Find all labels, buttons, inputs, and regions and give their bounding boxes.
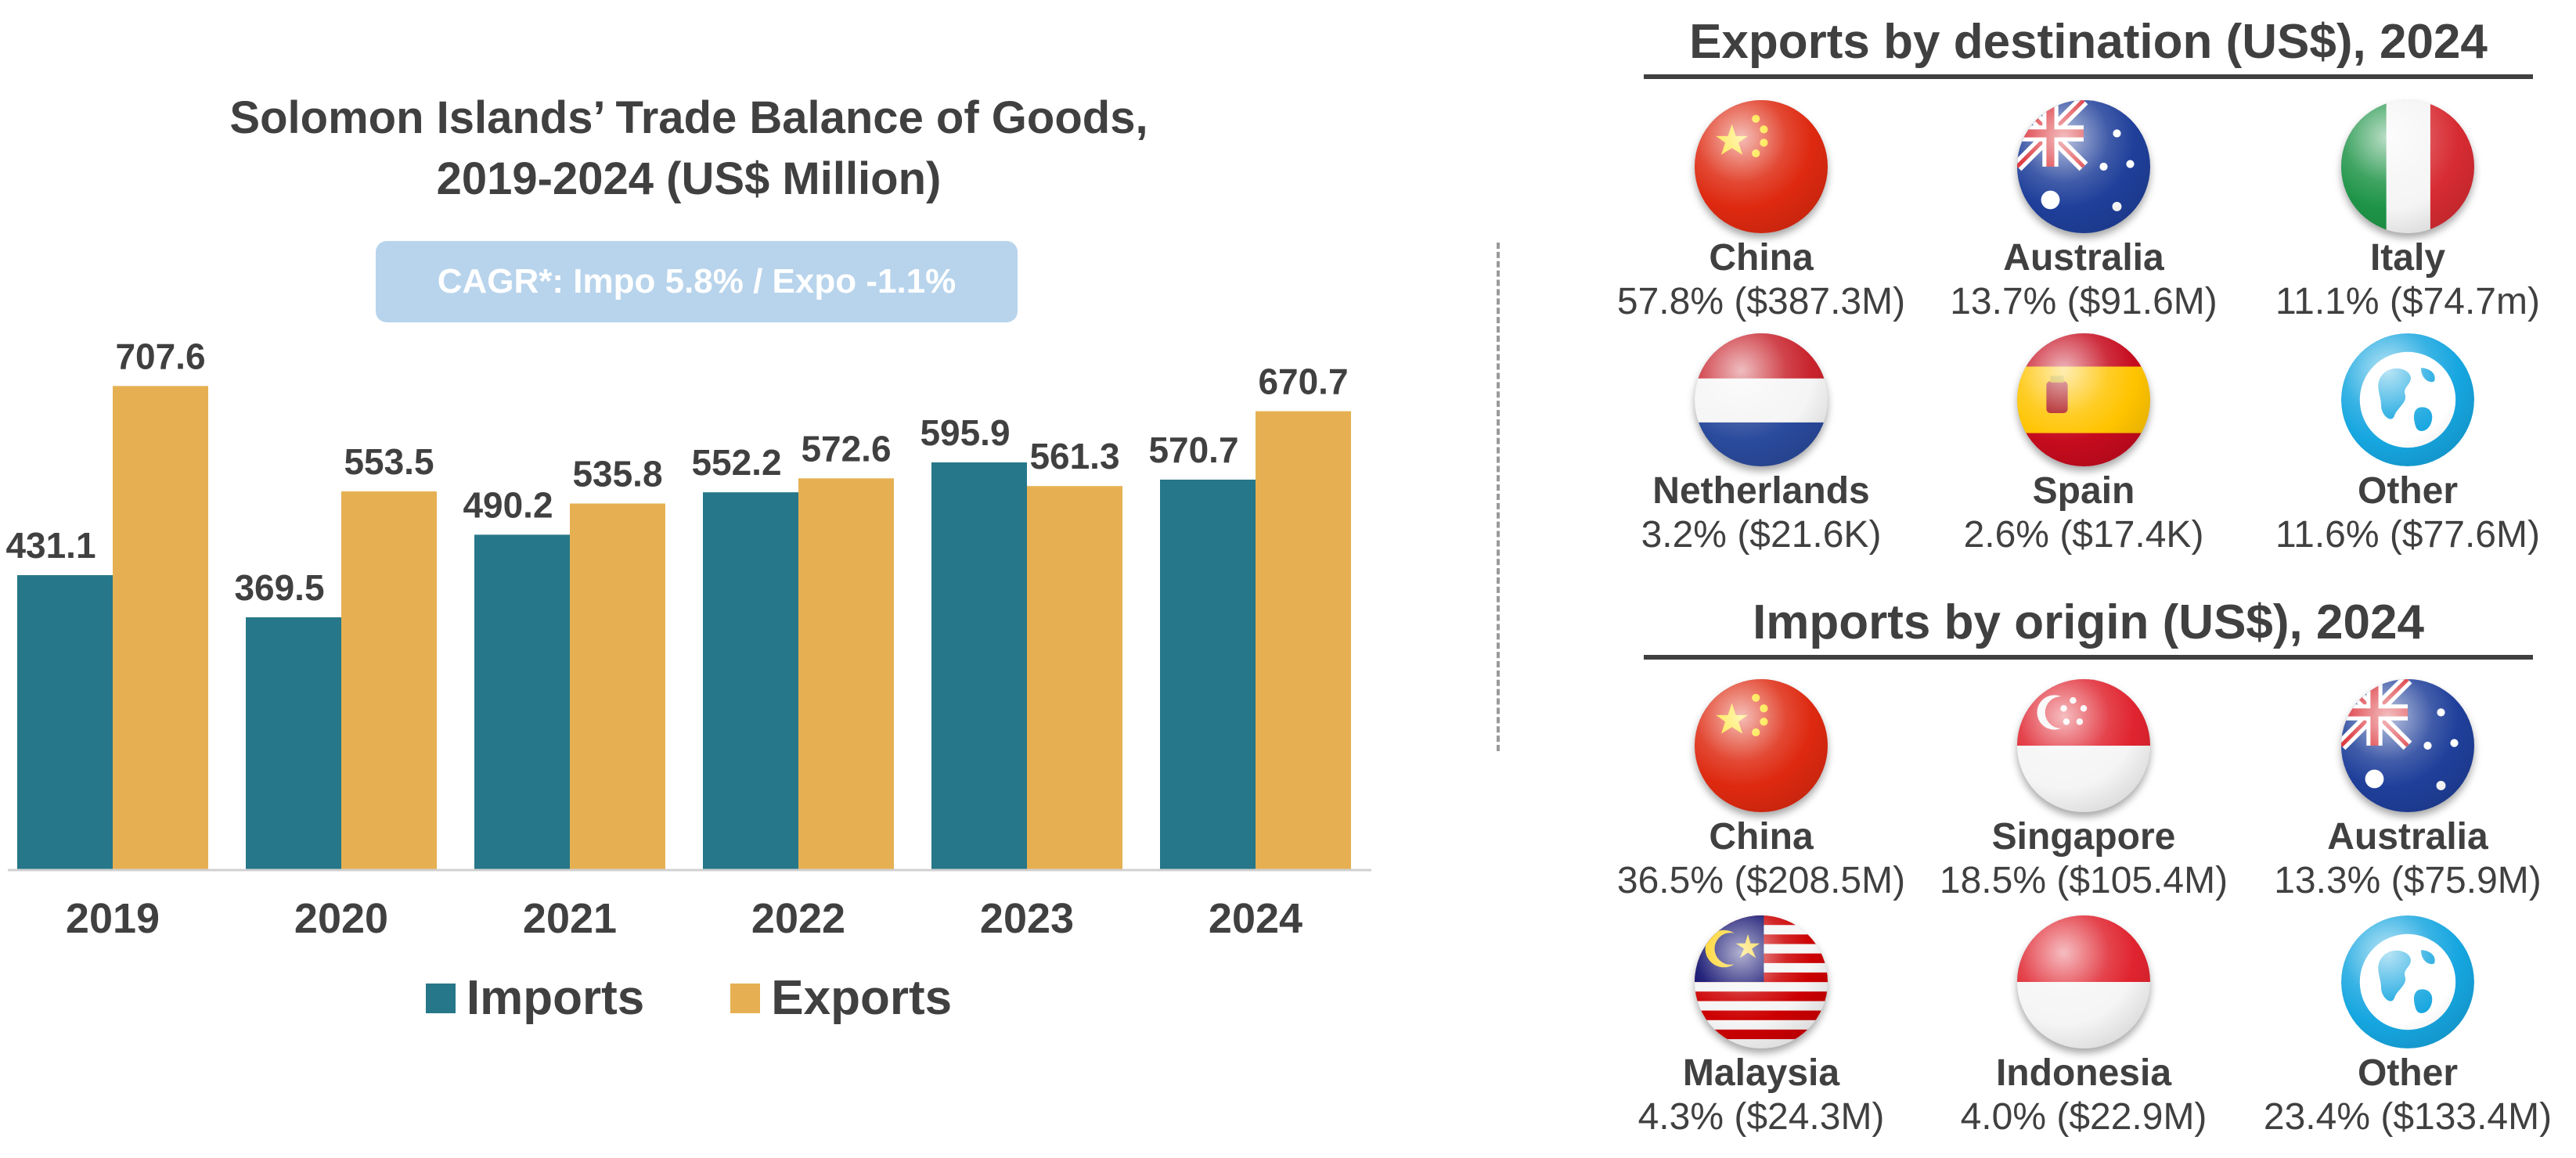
chart-legend: Imports Exports <box>0 970 1378 1026</box>
country-name: Other <box>2357 470 2458 512</box>
country-name: Australia <box>2327 816 2488 858</box>
data-label-exports-2019: 707.6 <box>115 336 205 376</box>
export-country-italy: Italy 11.1% ($74.7m) <box>2243 100 2572 324</box>
data-label-imports-2022: 552.2 <box>691 442 781 483</box>
china-flag-icon <box>1695 679 1828 812</box>
country-value: 13.7% ($91.6M) <box>1950 281 2218 322</box>
x-tick-label-2021: 2021 <box>523 895 617 942</box>
indonesia-flag-icon <box>2017 915 2150 1048</box>
country-value: 2.6% ($17.4K) <box>1963 514 2204 556</box>
data-label-exports-2021: 535.8 <box>572 454 662 494</box>
data-label-imports-2020: 369.5 <box>234 567 324 608</box>
bar-exports-2023 <box>1027 486 1122 870</box>
spain-flag-icon <box>2017 333 2150 466</box>
import-country-other: Other 23.4% ($133.4M) <box>2243 915 2572 1139</box>
country-name: Other <box>2357 1052 2458 1094</box>
legend-item-imports: Imports <box>425 970 645 1026</box>
bar-exports-2020 <box>341 491 437 870</box>
legend-swatch-exports <box>730 983 761 1013</box>
data-label-exports-2023: 561.3 <box>1029 436 1119 477</box>
x-tick-label-2019: 2019 <box>66 895 160 942</box>
country-value: 36.5% ($208.5M) <box>1616 860 1906 901</box>
import-country-singapore: Singapore 18.5% ($105.4M) <box>1919 679 2248 903</box>
country-value: 3.2% ($21.6K) <box>1641 514 1882 556</box>
data-label-exports-2020: 553.5 <box>344 441 434 482</box>
bar-exports-2024 <box>1256 411 1351 870</box>
legend-item-exports: Exports <box>730 970 952 1026</box>
cagr-badge: CAGR*: Impo 5.8% / Expo -1.1% <box>376 241 1018 322</box>
country-name: Spain <box>2032 470 2135 512</box>
country-value: 11.6% ($77.6M) <box>2275 514 2540 556</box>
export-country-china: China 57.8% ($387.3M) <box>1597 100 1926 324</box>
country-name: Indonesia <box>1995 1052 2172 1094</box>
country-name: Malaysia <box>1682 1052 1840 1094</box>
bar-imports-2020 <box>246 617 341 870</box>
export-country-other: Other 11.6% ($77.6M) <box>2243 333 2572 557</box>
bar-imports-2021 <box>474 534 570 870</box>
malaysia-flag-icon <box>1695 915 1828 1048</box>
data-label-imports-2024: 570.7 <box>1148 430 1238 470</box>
singapore-flag-icon <box>2017 679 2150 812</box>
x-tick-label-2022: 2022 <box>751 895 845 942</box>
country-value: 18.5% ($105.4M) <box>1939 860 2228 901</box>
country-name: China <box>1709 816 1814 858</box>
section-divider <box>1497 243 1500 751</box>
legend-label-exports: Exports <box>771 971 953 1025</box>
import-country-australia: Australia 13.3% ($75.9M) <box>2243 679 2572 903</box>
country-value: 57.8% ($387.3M) <box>1616 281 1906 322</box>
netherlands-flag-icon <box>1695 333 1828 466</box>
export-country-australia: Australia 13.7% ($91.6M) <box>1919 100 2248 324</box>
bar-imports-2022 <box>703 492 798 870</box>
bar-exports-2021 <box>570 503 665 870</box>
export-country-spain: Spain 2.6% ($17.4K) <box>1919 333 2248 557</box>
italy-flag-icon <box>2341 100 2474 233</box>
bar-imports-2023 <box>931 462 1027 870</box>
country-value: 11.1% ($74.7m) <box>2275 281 2540 322</box>
country-name: Netherlands <box>1652 470 1870 512</box>
bar-imports-2024 <box>1160 480 1256 870</box>
chart-title: Solomon Islands’ Trade Balance of Goods,… <box>0 88 1378 210</box>
import-country-china: China 36.5% ($208.5M) <box>1597 679 1926 903</box>
legend-label-imports: Imports <box>466 971 645 1025</box>
x-tick-label-2023: 2023 <box>980 895 1074 942</box>
country-value: 23.4% ($133.4M) <box>2263 1096 2553 1138</box>
data-label-imports-2021: 490.2 <box>463 484 553 525</box>
country-value: 4.3% ($24.3M) <box>1637 1096 1885 1138</box>
australia-flag-icon <box>2017 100 2150 233</box>
country-name: Italy <box>2369 237 2446 279</box>
country-name: Australia <box>2003 237 2164 279</box>
import-country-malaysia: Malaysia 4.3% ($24.3M) <box>1597 915 1926 1139</box>
bar-imports-2019 <box>17 575 113 870</box>
globe-icon <box>2341 333 2474 466</box>
china-flag-icon <box>1695 100 1828 233</box>
data-label-imports-2023: 595.9 <box>920 412 1010 453</box>
data-label-imports-2019: 431.1 <box>5 525 95 566</box>
bar-chart: 431.1 707.6 2019 369.5 553.5 2020 490.2 535.8 20… <box>5 336 1371 942</box>
australia-flag-icon <box>2341 679 2474 812</box>
country-value: 4.0% ($22.9M) <box>1960 1096 2207 1138</box>
data-label-exports-2022: 572.6 <box>801 428 891 469</box>
country-value: 13.3% ($75.9M) <box>2274 860 2542 901</box>
import-country-indonesia: Indonesia 4.0% ($22.9M) <box>1919 915 2248 1139</box>
imports-panel-title: Imports by origin (US$), 2024 <box>1644 595 2533 660</box>
country-name: China <box>1709 237 1814 279</box>
exports-panel-title: Exports by destination (US$), 2024 <box>1644 14 2533 79</box>
data-label-exports-2024: 670.7 <box>1258 361 1348 402</box>
export-country-netherlands: Netherlands 3.2% ($21.6K) <box>1597 333 1926 557</box>
globe-icon <box>2341 915 2474 1048</box>
x-tick-label-2024: 2024 <box>1209 895 1302 942</box>
country-name: Singapore <box>1991 816 2176 858</box>
chart-title-line-2: 2019-2024 (US$ Million) <box>436 153 942 204</box>
bar-exports-2022 <box>798 478 894 870</box>
x-tick-label-2020: 2020 <box>294 895 388 942</box>
chart-title-line-1: Solomon Islands’ Trade Balance of Goods, <box>229 92 1148 143</box>
legend-swatch-imports <box>425 983 456 1013</box>
bar-exports-2019 <box>113 386 208 870</box>
